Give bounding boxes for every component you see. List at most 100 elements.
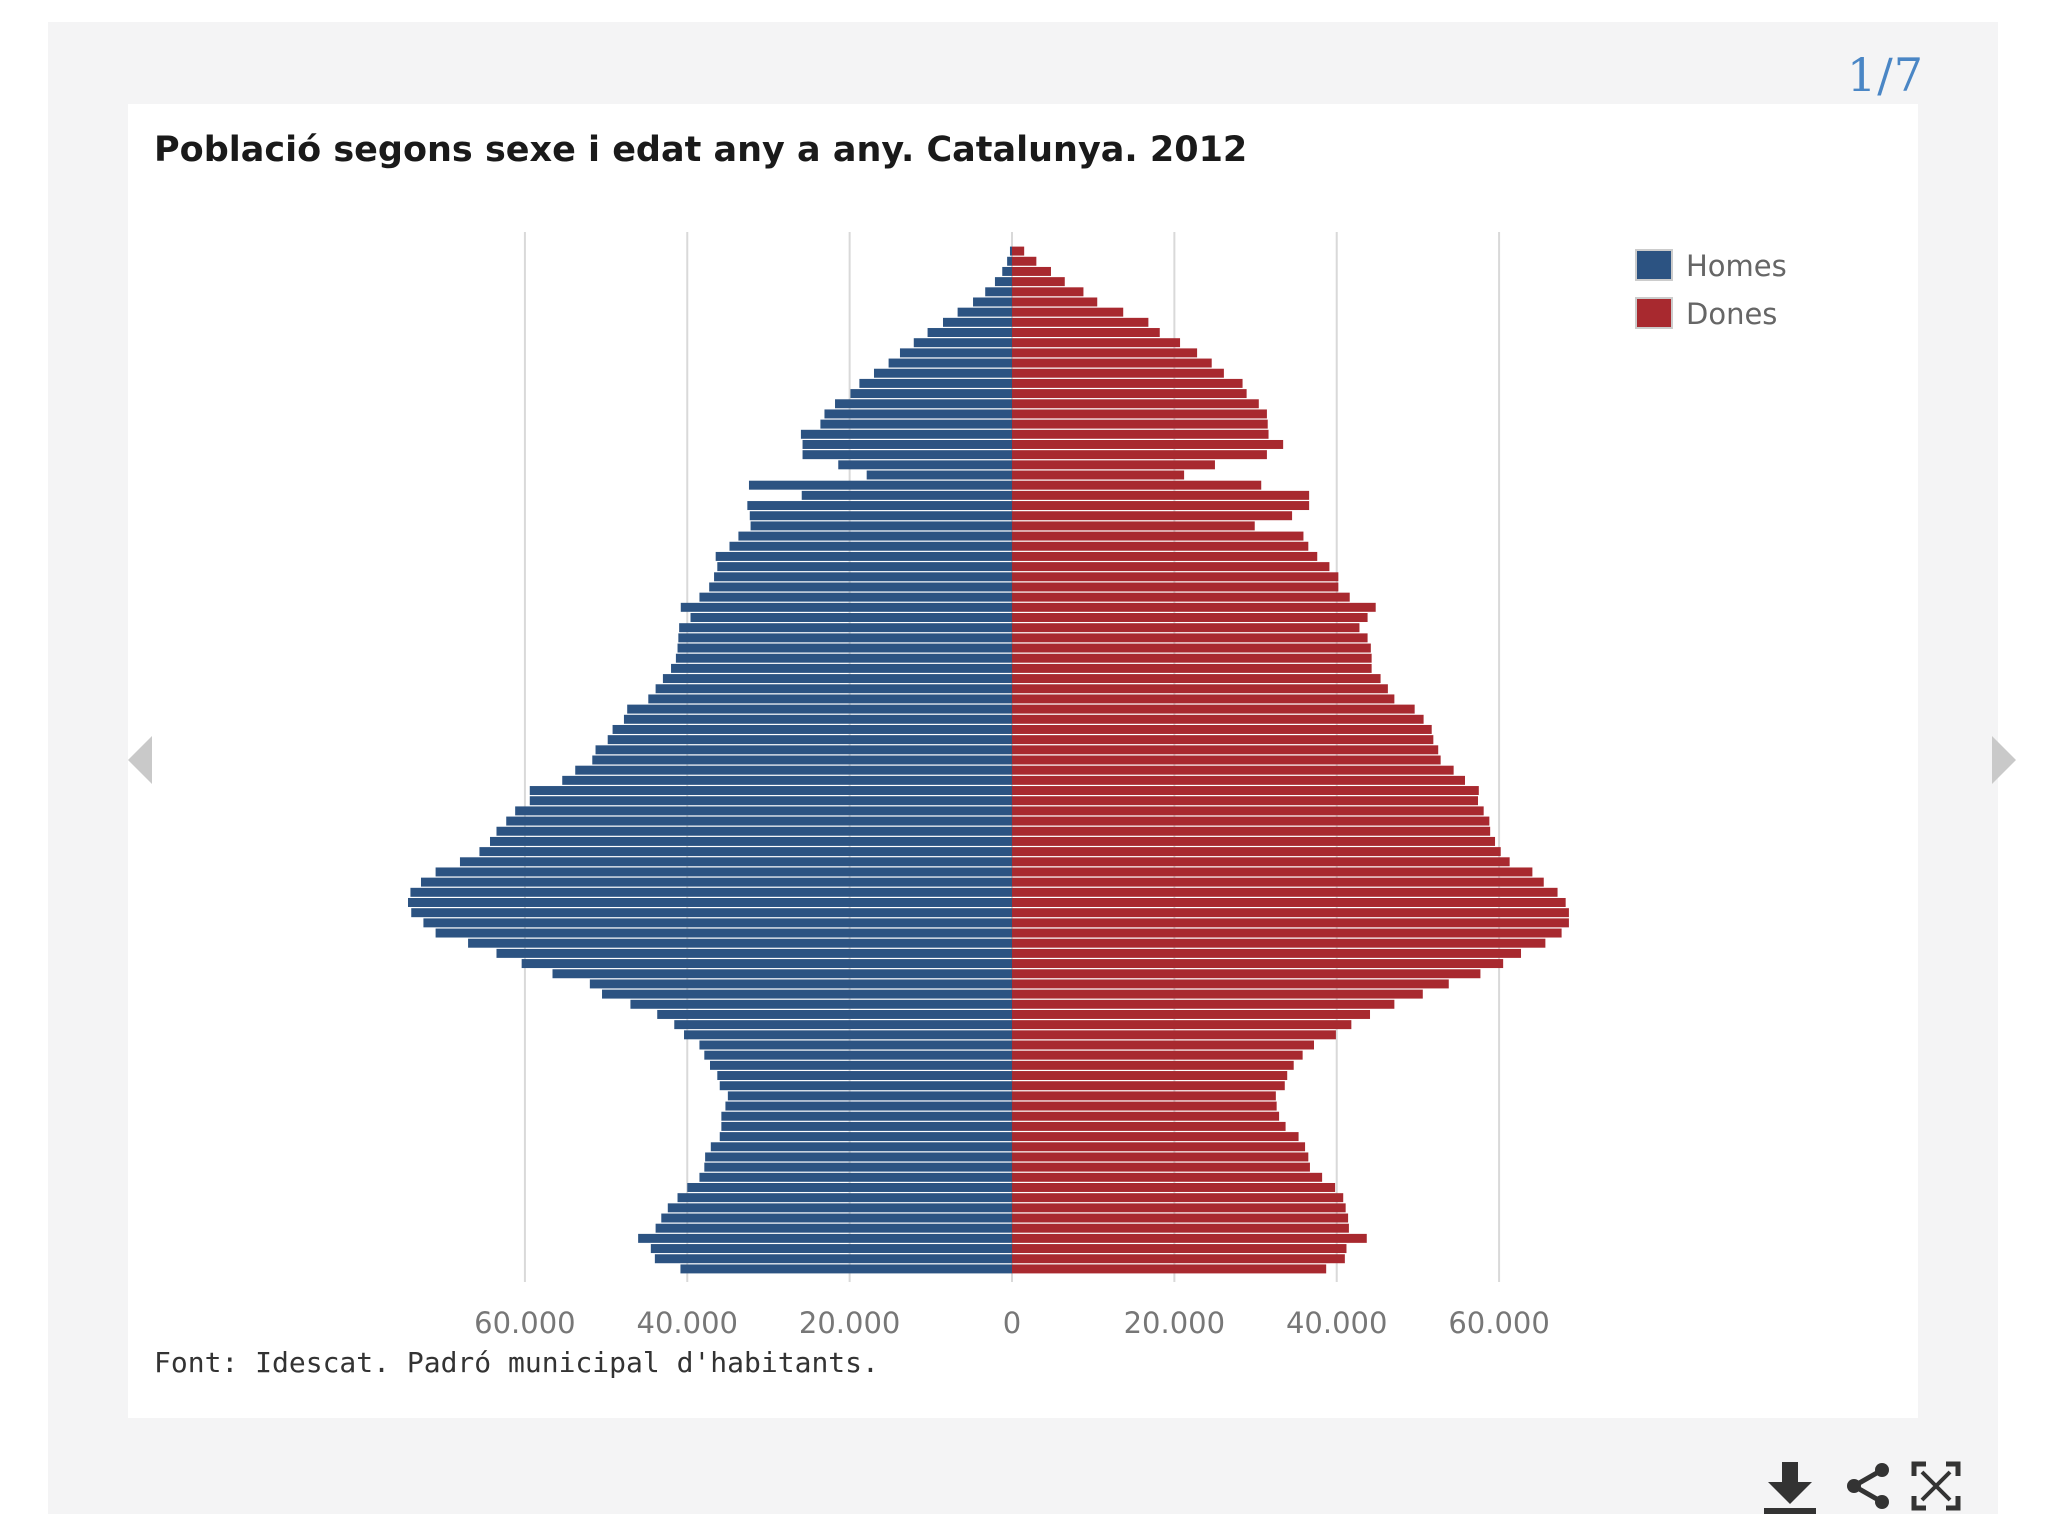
bar-dones-age-100[interactable] xyxy=(1012,246,1025,256)
bar-dones-age-40[interactable] xyxy=(1012,857,1510,867)
bar-homes-age-97[interactable] xyxy=(994,277,1012,287)
bar-dones-age-17[interactable] xyxy=(1012,1091,1276,1101)
bar-homes-age-11[interactable] xyxy=(705,1152,1012,1162)
bar-dones-age-21[interactable] xyxy=(1012,1050,1303,1060)
bar-homes-age-80[interactable] xyxy=(802,450,1012,460)
bar-homes-age-69[interactable] xyxy=(717,562,1012,572)
bar-homes-age-78[interactable] xyxy=(866,470,1012,480)
bar-dones-age-78[interactable] xyxy=(1012,470,1185,480)
bar-homes-age-66[interactable] xyxy=(699,592,1012,602)
bar-dones-age-67[interactable] xyxy=(1012,582,1339,592)
bar-homes-age-8[interactable] xyxy=(687,1182,1012,1192)
bar-dones-age-0[interactable] xyxy=(1012,1264,1327,1274)
bar-homes-age-51[interactable] xyxy=(595,745,1012,755)
bar-dones-age-83[interactable] xyxy=(1012,419,1268,429)
bar-homes-age-48[interactable] xyxy=(562,775,1012,785)
bar-homes-age-2[interactable] xyxy=(650,1244,1012,1254)
bar-dones-age-93[interactable] xyxy=(1012,317,1149,327)
next-slide-button[interactable] xyxy=(1990,734,2018,790)
bar-dones-age-71[interactable] xyxy=(1012,541,1309,551)
bar-homes-age-61[interactable] xyxy=(677,643,1012,653)
bar-dones-age-10[interactable] xyxy=(1012,1162,1310,1172)
bar-dones-age-6[interactable] xyxy=(1012,1203,1346,1213)
bar-homes-age-6[interactable] xyxy=(667,1203,1012,1213)
bar-homes-age-70[interactable] xyxy=(715,551,1012,561)
bar-homes-age-29[interactable] xyxy=(552,969,1012,979)
bar-homes-age-77[interactable] xyxy=(748,480,1012,490)
bar-dones-age-45[interactable] xyxy=(1012,806,1484,816)
bar-dones-age-44[interactable] xyxy=(1012,816,1490,826)
bar-dones-age-34[interactable] xyxy=(1012,918,1569,928)
bar-homes-age-31[interactable] xyxy=(496,948,1013,958)
bar-dones-age-61[interactable] xyxy=(1012,643,1371,653)
bar-homes-age-90[interactable] xyxy=(899,348,1012,358)
bar-homes-age-60[interactable] xyxy=(675,653,1012,663)
bar-homes-age-81[interactable] xyxy=(802,439,1012,449)
bar-homes-age-96[interactable] xyxy=(985,287,1012,297)
bar-dones-age-26[interactable] xyxy=(1012,999,1395,1009)
bar-dones-age-69[interactable] xyxy=(1012,562,1330,572)
bar-dones-age-62[interactable] xyxy=(1012,633,1368,643)
bar-homes-age-83[interactable] xyxy=(820,419,1012,429)
bar-homes-age-5[interactable] xyxy=(661,1213,1012,1223)
bar-homes-age-55[interactable] xyxy=(627,704,1012,714)
bar-homes-age-27[interactable] xyxy=(602,989,1012,999)
bar-dones-age-51[interactable] xyxy=(1012,745,1439,755)
bar-dones-age-5[interactable] xyxy=(1012,1213,1349,1223)
bar-dones-age-36[interactable] xyxy=(1012,898,1566,907)
bar-homes-age-42[interactable] xyxy=(489,836,1013,846)
bar-homes-age-19[interactable] xyxy=(717,1071,1012,1081)
bar-homes-age-45[interactable] xyxy=(515,806,1012,816)
bar-dones-age-56[interactable] xyxy=(1012,694,1395,704)
bar-homes-age-95[interactable] xyxy=(973,297,1012,307)
bar-dones-age-65[interactable] xyxy=(1012,602,1376,612)
bar-homes-age-39[interactable] xyxy=(435,867,1012,877)
bar-homes-age-74[interactable] xyxy=(749,511,1012,521)
bar-dones-age-8[interactable] xyxy=(1012,1182,1336,1192)
bar-homes-age-37[interactable] xyxy=(410,887,1012,897)
bar-homes-age-68[interactable] xyxy=(714,572,1012,582)
bar-dones-age-18[interactable] xyxy=(1012,1081,1285,1091)
fullscreen-button[interactable] xyxy=(1910,1460,1962,1516)
bar-homes-age-47[interactable] xyxy=(529,786,1012,796)
bar-dones-age-37[interactable] xyxy=(1012,887,1558,897)
bar-homes-age-1[interactable] xyxy=(654,1254,1012,1264)
bar-homes-age-53[interactable] xyxy=(612,724,1012,734)
bar-dones-age-27[interactable] xyxy=(1012,989,1423,999)
bar-homes-age-84[interactable] xyxy=(824,409,1012,419)
bar-homes-age-20[interactable] xyxy=(709,1060,1012,1070)
bar-dones-age-35[interactable] xyxy=(1012,908,1569,918)
bar-homes-age-30[interactable] xyxy=(521,959,1012,969)
bar-dones-age-55[interactable] xyxy=(1012,704,1415,714)
bar-dones-age-2[interactable] xyxy=(1012,1244,1347,1254)
bar-homes-age-76[interactable] xyxy=(801,490,1012,500)
bar-dones-age-46[interactable] xyxy=(1012,796,1478,806)
bar-homes-age-86[interactable] xyxy=(850,389,1012,399)
bar-dones-age-11[interactable] xyxy=(1012,1152,1309,1162)
bar-homes-age-94[interactable] xyxy=(957,307,1012,317)
bar-homes-age-16[interactable] xyxy=(725,1101,1012,1111)
bar-homes-age-89[interactable] xyxy=(888,358,1012,368)
bar-homes-age-32[interactable] xyxy=(468,938,1012,948)
bar-homes-age-92[interactable] xyxy=(927,328,1012,338)
bar-homes-age-15[interactable] xyxy=(721,1111,1012,1121)
bar-homes-age-21[interactable] xyxy=(704,1050,1012,1060)
bar-dones-age-12[interactable] xyxy=(1012,1142,1306,1152)
bar-homes-age-49[interactable] xyxy=(575,765,1012,775)
bar-dones-age-19[interactable] xyxy=(1012,1071,1288,1081)
bar-homes-age-85[interactable] xyxy=(835,399,1012,409)
bar-dones-age-94[interactable] xyxy=(1012,307,1124,317)
bar-homes-age-14[interactable] xyxy=(721,1121,1012,1131)
bar-dones-age-48[interactable] xyxy=(1012,775,1466,785)
bar-dones-age-59[interactable] xyxy=(1012,663,1372,673)
bar-dones-age-7[interactable] xyxy=(1012,1193,1344,1203)
bar-homes-age-12[interactable] xyxy=(710,1142,1012,1152)
bar-homes-age-64[interactable] xyxy=(690,613,1012,622)
bar-homes-age-33[interactable] xyxy=(435,928,1012,938)
bar-homes-age-34[interactable] xyxy=(423,918,1013,928)
bar-dones-age-79[interactable] xyxy=(1012,460,1215,470)
bar-homes-age-40[interactable] xyxy=(459,857,1013,867)
bar-homes-age-0[interactable] xyxy=(680,1264,1012,1274)
bar-homes-age-67[interactable] xyxy=(709,582,1012,592)
bar-dones-age-4[interactable] xyxy=(1012,1223,1349,1233)
